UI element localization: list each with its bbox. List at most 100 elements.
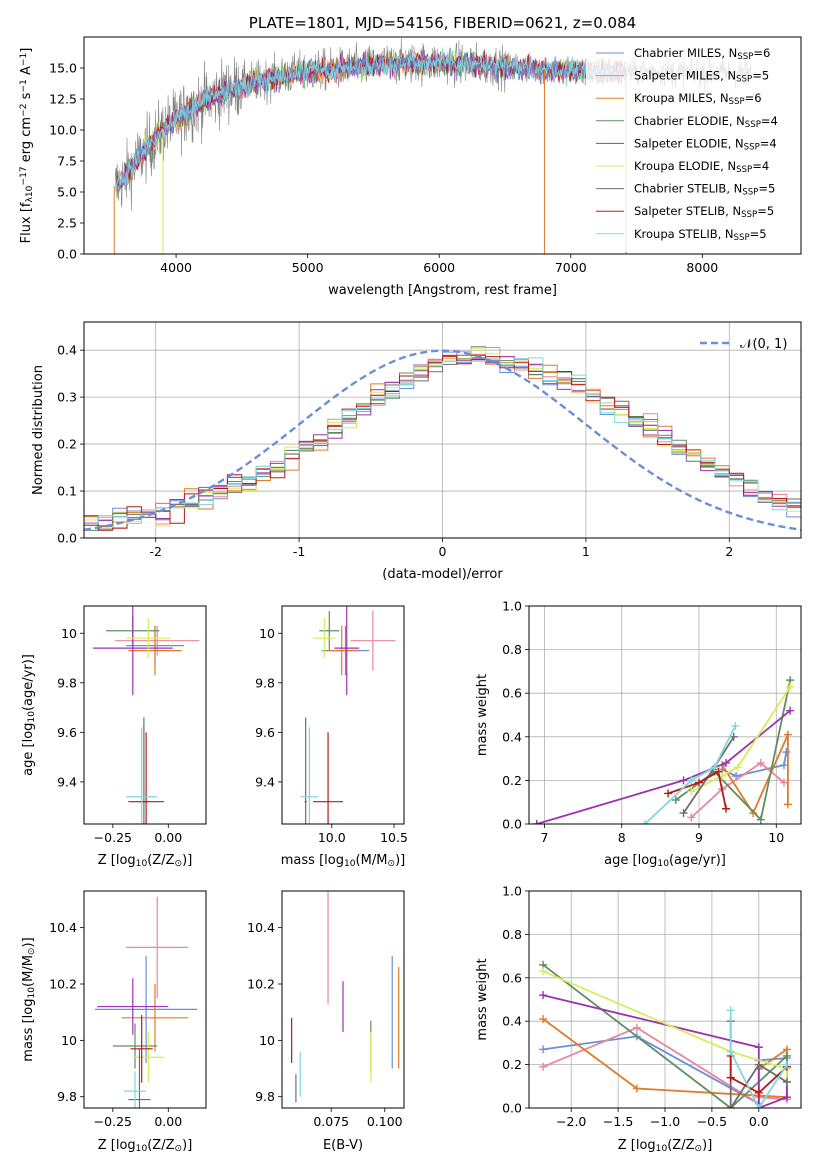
label-part: 10 (27, 711, 37, 723)
y-tick-label: 9.4 (255, 774, 275, 789)
y-tick-label: 2.5 (57, 216, 77, 231)
x-tick-label: −2.0 (556, 1114, 586, 1129)
normal-curve (84, 349, 801, 531)
weight-lines (539, 960, 791, 1108)
label-part: −1 (19, 79, 29, 92)
data-marker (632, 1084, 641, 1093)
plot-area (532, 676, 795, 824)
x-tick-label: −0.25 (94, 830, 132, 845)
label-part: s (19, 92, 34, 103)
label-part: λ (25, 197, 35, 203)
panel-mass_vs_ebv: 0.075 0.100 9.8 10 10.2 10.4 E(B-V) (247, 890, 405, 1153)
x-tick-label: 7000 (555, 260, 587, 275)
errorbar-se (92, 606, 173, 696)
legend-text-name: Kroupa ELODIE, N (634, 159, 736, 173)
y-tick-label: 1.0 (502, 884, 522, 899)
data-marker (780, 778, 788, 787)
data-marker (722, 758, 731, 767)
legend-entry: Chabrier MILES, NSSP=6 (634, 46, 770, 62)
data-marker (754, 1104, 763, 1108)
legend-box (586, 42, 796, 252)
label-part: 10 (656, 1144, 668, 1154)
x-tick-label: −1.0 (650, 1114, 680, 1129)
series-line (690, 686, 791, 793)
label-part: (Z/Z (147, 1138, 174, 1153)
label-part: mass [log (281, 853, 344, 868)
legend-text-name: Chabrier ELODIE, N (634, 114, 745, 128)
data-marker (679, 809, 688, 818)
legend-text-tail: =5 (752, 69, 769, 83)
x-axis-label: Z [log10(Z/Z⊙)] (618, 1138, 713, 1154)
x-tick-label: −1.5 (603, 1114, 633, 1129)
model-line-ks (115, 47, 626, 191)
axes-frame (528, 890, 802, 1109)
data-marker (687, 813, 696, 822)
errorbar-km (326, 625, 357, 676)
legend-text-name: Salpeter STELIB, N (634, 204, 741, 218)
data-marker (731, 721, 740, 730)
legend-text-sub: SSP (745, 120, 761, 130)
errorbar-ss (313, 732, 343, 824)
errorbars (92, 606, 200, 824)
legend-text-sub: SSP (734, 233, 750, 243)
plot-area (300, 606, 396, 824)
label-part: )] (395, 853, 405, 868)
data-marker (729, 732, 738, 741)
y-tick-label: 0.0 (502, 817, 522, 832)
label-part: mass [log (21, 999, 36, 1062)
legend-text-tail: =5 (750, 227, 767, 241)
label-part: )] (182, 1138, 192, 1153)
axes: −0.25 0.00 9.8 10 10.2 10.4 (49, 920, 182, 1129)
series-ke (687, 682, 795, 796)
y-tick-label: 0.0 (57, 247, 77, 262)
x-tick-label: 5000 (292, 260, 324, 275)
series-ks (726, 1006, 791, 1108)
axes-frame (281, 605, 405, 825)
x-tick-label: 1 (582, 544, 590, 559)
label-part: (M/M (21, 955, 36, 987)
label-part: (M/M (356, 853, 388, 868)
x-axis-label: Z [log10(Z/Z⊙)] (98, 1138, 193, 1154)
label-part: 10 (136, 859, 148, 869)
label-part: 10 (25, 185, 35, 197)
legend-text-tail: =6 (745, 91, 762, 105)
label-part: Z [log (618, 1138, 656, 1153)
axes: -2 -1 0 1 2 0.0 0.1 0.2 0.3 0.4 (57, 343, 733, 559)
plot-area (92, 606, 200, 824)
y-tick-label: 7.5 (57, 154, 77, 169)
data-marker (782, 1093, 791, 1102)
legend-text-name: Chabrier MILES, N (634, 46, 737, 60)
y-axis-label: mass weight (475, 674, 490, 756)
label-part: ⊙ (175, 1144, 183, 1154)
label-part: −1 (19, 53, 29, 66)
legend-entry: Kroupa STELIB, NSSP=5 (634, 227, 767, 243)
axes-frame (281, 890, 405, 1109)
y-tick-label: 9.8 (255, 1089, 275, 1104)
legend-text-sub: SSP (742, 188, 758, 198)
y-tick-label: 10 (259, 626, 275, 641)
legend-text-name: Kroupa STELIB, N (634, 227, 734, 241)
errorbar-ks (300, 727, 319, 824)
y-tick-label: 15.0 (49, 61, 77, 76)
plot-area (95, 896, 198, 1108)
y-tick-label: 0.0 (57, 531, 77, 546)
label-part: ⊙ (27, 947, 37, 955)
legend-text-tail: =6 (753, 46, 770, 60)
data-marker (632, 1023, 641, 1032)
legend-entry: Salpeter STELIB, NSSP=5 (634, 204, 774, 220)
x-tick-label: 6000 (423, 260, 455, 275)
y-tick-label: 1.0 (502, 599, 522, 614)
y-tick-label: 10 (61, 626, 77, 641)
y-tick-label: 9.8 (57, 1089, 77, 1104)
y-tick-label: 0.8 (502, 927, 522, 942)
y-tick-label: 0.1 (57, 484, 77, 499)
x-tick-label: 10 (768, 830, 784, 845)
chart-title: PLATE=1801, MJD=54156, FIBERID=0621, z=0… (249, 14, 636, 32)
legend-text-name: Kroupa MILES, N (634, 91, 729, 105)
x-tick-label: 2 (725, 544, 733, 559)
x-axis-label: mass [log10(M/M⊙)] (281, 853, 405, 869)
axes-frame (83, 890, 207, 1109)
data-marker (726, 1047, 735, 1056)
data-marker (726, 1006, 735, 1015)
